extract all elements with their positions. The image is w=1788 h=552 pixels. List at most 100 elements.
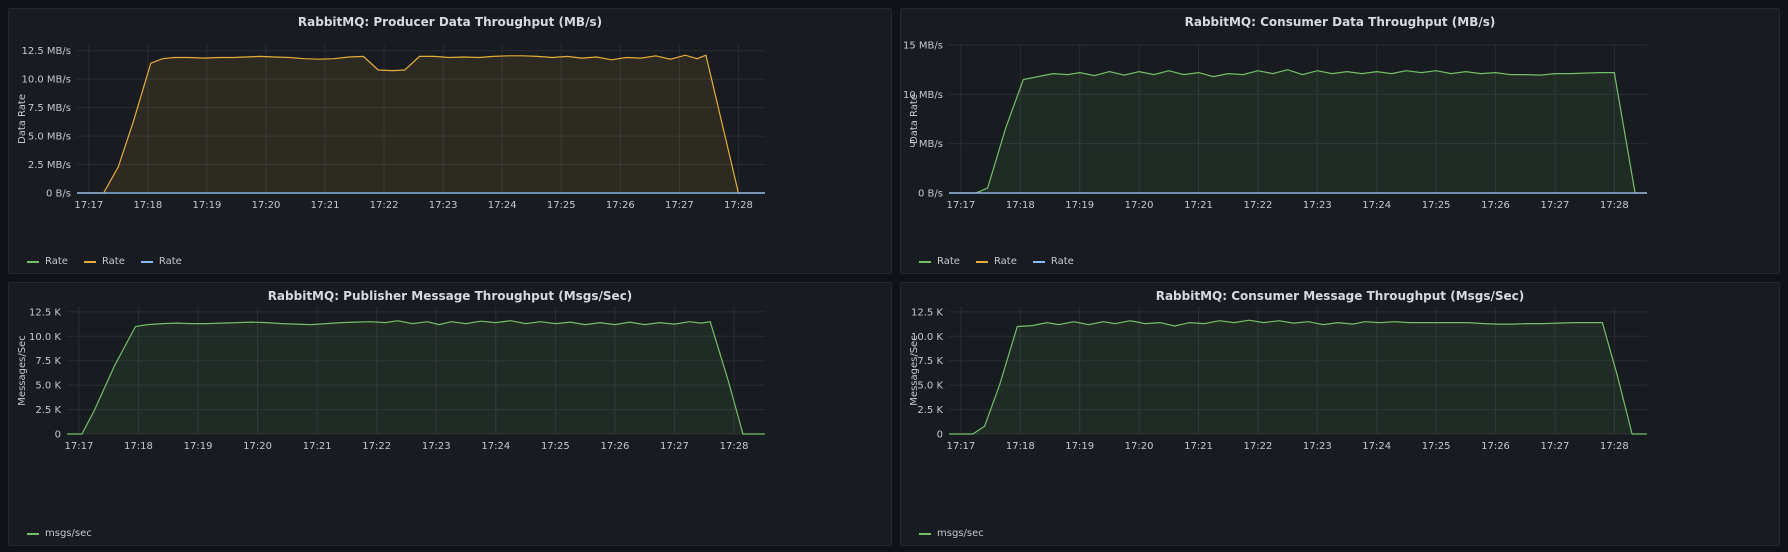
legend-label: Rate <box>101 256 125 267</box>
y-tick-label: 7.5 K <box>35 356 61 367</box>
y-tick-label: 12.5 K <box>911 307 943 318</box>
x-tick-label: 17:17 <box>64 441 93 452</box>
x-tick-label: 17:28 <box>1600 441 1629 452</box>
legend: msgs/sec <box>919 528 984 539</box>
panel-title: RabbitMQ: Consumer Message Throughput (M… <box>1155 289 1525 303</box>
legend: msgs/sec <box>27 528 92 539</box>
x-tick-label: 17:25 <box>547 200 576 211</box>
y-axis-label: Messages/Sec <box>17 335 28 405</box>
legend-label: Rate <box>1050 256 1074 267</box>
consumer-message-throughput-panel: RabbitMQ: Consumer Message Throughput (M… <box>900 282 1780 546</box>
series-area <box>77 55 765 194</box>
x-tick-label: 17:18 <box>1006 441 1035 452</box>
x-tick-label: 17:18 <box>133 200 162 211</box>
x-tick-label: 17:20 <box>1125 441 1154 452</box>
legend-item[interactable]: Rate <box>919 256 960 267</box>
y-tick-label: 5.0 K <box>917 381 943 392</box>
x-tick-label: 17:28 <box>1600 200 1629 211</box>
x-tick-label: 17:24 <box>481 441 510 452</box>
x-tick-label: 17:20 <box>1125 200 1154 211</box>
legend-item[interactable]: Rate <box>1032 256 1074 267</box>
x-tick-label: 17:21 <box>303 441 332 452</box>
x-tick-label: 17:25 <box>1422 200 1451 211</box>
x-tick-label: 17:21 <box>1184 441 1213 452</box>
x-tick-label: 17:22 <box>1243 200 1272 211</box>
y-tick-label: 10.0 K <box>29 332 61 343</box>
y-tick-label: 10.0 K <box>911 332 943 343</box>
x-tick-label: 17:23 <box>1303 200 1332 211</box>
y-tick-label: 5.0 MB/s <box>28 132 71 143</box>
legend-label: msgs/sec <box>45 528 92 539</box>
y-axis-label: Data Rate <box>909 94 920 144</box>
legend-label: Rate <box>937 256 960 267</box>
panel-title: RabbitMQ: Producer Data Throughput (MB/s… <box>297 15 603 29</box>
chart-svg: 0 B/s 5 MB/s 10 MB/s 15 MB/s 17:17 17:18 17:19… <box>903 41 1647 211</box>
x-tick-label: 17:27 <box>665 200 694 211</box>
x-tick-label: 17:28 <box>720 441 749 452</box>
y-tick-label: 15 MB/s <box>903 41 943 52</box>
legend-item[interactable]: Rate <box>83 256 125 267</box>
legend-item[interactable]: Rate <box>975 256 1017 267</box>
y-tick-label: 10.0 MB/s <box>21 75 71 86</box>
legend-label: msgs/sec <box>937 528 984 539</box>
y-tick-label: 10 MB/s <box>903 90 943 101</box>
legend-item[interactable]: Rate <box>140 256 182 267</box>
legend-swatch <box>919 532 931 535</box>
x-tick-label: 17:19 <box>1065 441 1094 452</box>
x-tick-label: 17:19 <box>1065 200 1094 211</box>
chart-svg: 0 B/s 2.5 MB/s 5.0 MB/s 7.5 MB/s 10.0 MB/s 12… <box>17 45 765 211</box>
legend-label: Rate <box>45 256 68 267</box>
legend-swatch <box>975 260 988 263</box>
x-tick-label: 17:27 <box>660 441 689 452</box>
x-tick-label: 17:24 <box>488 200 517 211</box>
y-tick-label: 7.5 K <box>917 356 943 367</box>
legend-item[interactable]: msgs/sec <box>27 528 92 539</box>
publisher-message-throughput-panel: RabbitMQ: Publisher Message Throughput (… <box>8 282 892 546</box>
x-tick-label: 17:17 <box>946 200 975 211</box>
series-area <box>67 320 765 434</box>
y-tick-label: 0 <box>55 430 61 441</box>
legend: Rate Rate Rate <box>919 256 1074 267</box>
panel-title: RabbitMQ: Publisher Message Throughput (… <box>267 289 633 303</box>
panel-title: RabbitMQ: Consumer Data Throughput (MB/s… <box>1184 15 1496 29</box>
y-tick-label: 7.5 MB/s <box>28 103 71 114</box>
y-axis-label: Data Rate <box>17 94 28 144</box>
y-tick-label: 5 MB/s <box>909 139 943 150</box>
y-tick-label: 0 <box>937 430 943 441</box>
legend-swatch <box>27 532 39 535</box>
y-tick-label: 2.5 K <box>917 405 943 416</box>
x-tick-label: 17:21 <box>311 200 340 211</box>
legend-item[interactable]: msgs/sec <box>919 528 984 539</box>
y-tick-label: 12.5 K <box>29 307 61 318</box>
consumer-data-throughput-panel: RabbitMQ: Consumer Data Throughput (MB/s… <box>900 8 1780 274</box>
series-line <box>67 320 765 435</box>
x-tick-label: 17:21 <box>1184 200 1213 211</box>
x-tick-label: 17:26 <box>601 441 630 452</box>
legend: Rate Rate Rate <box>27 256 182 267</box>
plot-area: 0 B/s 5 MB/s 10 MB/s 15 MB/s 17:17 17:18 17:19… <box>903 41 1647 211</box>
series-area <box>949 320 1647 434</box>
x-tick-label: 17:23 <box>429 200 458 211</box>
series-line <box>77 54 765 194</box>
chart-svg: 0 2.5 K 5.0 K 7.5 K 10.0 K 12.5 K 17:17 17:18 17… <box>17 307 765 452</box>
legend-label: Rate <box>158 256 182 267</box>
legend-swatch <box>1032 260 1045 263</box>
y-tick-label: 12.5 MB/s <box>21 46 71 57</box>
y-tick-label: 0 B/s <box>46 189 71 200</box>
series-line <box>949 69 1647 194</box>
y-tick-label: 2.5 K <box>35 405 61 416</box>
x-tick-label: 17:19 <box>193 200 222 211</box>
y-axis-label: Messages/Sec <box>909 335 920 405</box>
chart-svg: 0 2.5 K 5.0 K 7.5 K 10.0 K 12.5 K 17:17 17:18 17… <box>909 307 1647 452</box>
x-tick-label: 17:26 <box>1481 441 1510 452</box>
x-tick-label: 17:28 <box>724 200 753 211</box>
x-tick-label: 17:27 <box>1541 200 1570 211</box>
legend-swatch <box>919 260 931 263</box>
x-tick-label: 17:26 <box>1481 200 1510 211</box>
y-tick-label: 0 B/s <box>918 189 943 200</box>
legend-item[interactable]: Rate <box>27 256 68 267</box>
x-tick-label: 17:18 <box>124 441 153 452</box>
legend-swatch <box>140 260 153 263</box>
x-tick-label: 17:23 <box>1303 441 1332 452</box>
y-tick-label: 2.5 MB/s <box>28 160 71 171</box>
